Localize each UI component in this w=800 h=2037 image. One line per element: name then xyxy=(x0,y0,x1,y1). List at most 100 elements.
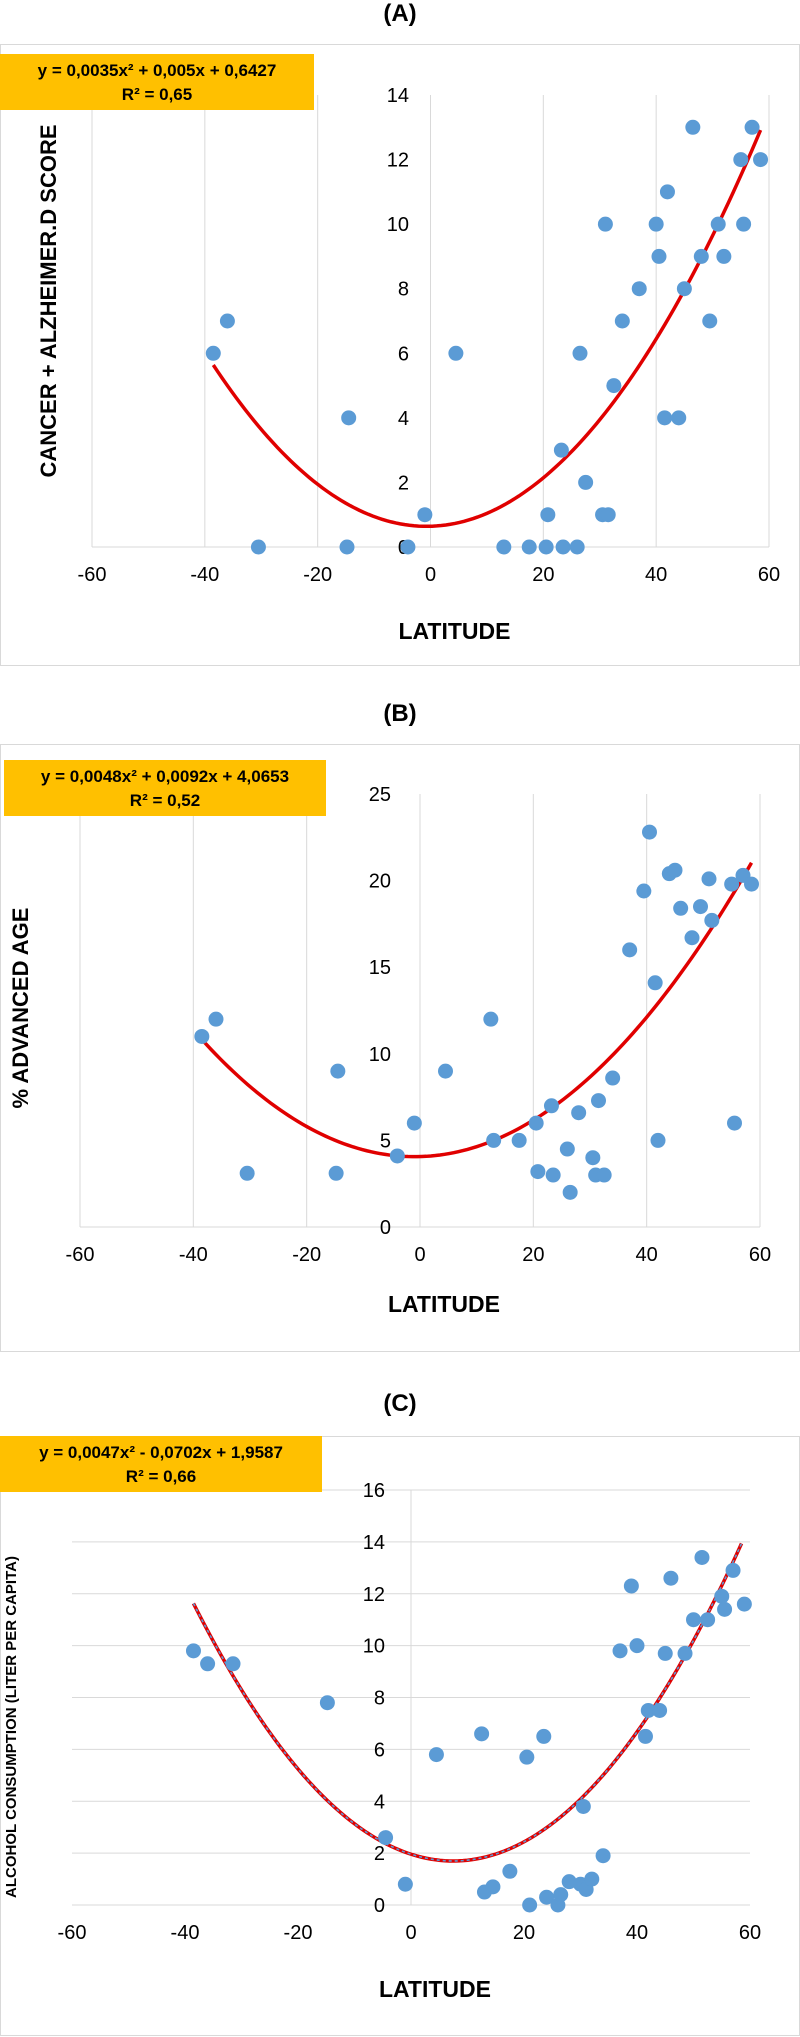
chart-c-x-tick-label: 60 xyxy=(739,1922,761,1944)
chart-a-data-point xyxy=(578,474,594,490)
chart-b-data-point xyxy=(330,1063,346,1079)
chart-b-data-point xyxy=(642,824,657,840)
chart-c-x-tick-label: -40 xyxy=(171,1922,200,1944)
chart-a-data-point xyxy=(606,378,622,394)
chart-a-data-point xyxy=(569,539,585,555)
chart-c-data-point xyxy=(637,1728,653,1744)
chart-a-y-axis-label: CANCER + ALZHEIMER.D SCORE xyxy=(36,124,61,477)
chart-b-data-point xyxy=(704,912,720,928)
chart-b-data-point xyxy=(438,1063,453,1079)
chart-b-data-point xyxy=(389,1148,405,1164)
chart-a-trendline xyxy=(211,129,763,529)
chart-a-data-point xyxy=(555,539,571,555)
chart-c-data-point xyxy=(553,1887,569,1903)
chart-a-x-tick-label: 40 xyxy=(645,564,667,586)
chart-a-data-point xyxy=(339,539,355,555)
panel-a-frame xyxy=(0,44,800,666)
chart-c-data-point xyxy=(700,1612,716,1628)
chart-b-data-point xyxy=(545,1167,561,1183)
chart-b-x-tick-label: -60 xyxy=(66,1244,95,1266)
chart-b-trendline xyxy=(200,861,754,1159)
chart-c-equation-box xyxy=(0,1436,322,1492)
chart-a-data-point xyxy=(676,281,692,297)
chart-c-data-point xyxy=(629,1638,645,1654)
chart-b-data-point xyxy=(636,883,652,899)
chart-b-data-point xyxy=(562,1184,578,1200)
panel-a-title: (A) xyxy=(383,0,417,27)
chart-c-data-point xyxy=(539,1889,555,1905)
chart-a-equation-box xyxy=(0,54,314,110)
chart-b-x-tick-label: -40 xyxy=(179,1244,208,1266)
chart-c-trendline-dash xyxy=(192,1543,743,1862)
chart-b-data-point xyxy=(530,1164,546,1180)
chart-c-data-point xyxy=(502,1863,518,1879)
chart-c-data-point xyxy=(485,1879,501,1895)
chart-c-data-point xyxy=(714,1588,730,1604)
chart-b-y-tick-label: 20 xyxy=(369,871,391,893)
chart-b-data-point xyxy=(724,876,740,892)
chart-b-data-point xyxy=(667,862,683,878)
chart-c-data-point xyxy=(584,1871,600,1887)
chart-b-data-point xyxy=(622,942,638,958)
chart-b-y-tick-label: 5 xyxy=(380,1130,391,1152)
chart-c-x-tick-label: -60 xyxy=(58,1922,87,1944)
chart-c-x-tick-label: -20 xyxy=(284,1922,313,1944)
chart-a-data-point xyxy=(631,281,647,297)
chart-a-r-squared: R² = 0,65 xyxy=(122,85,192,104)
chart-c: -60 -40 -20 0 20 40 60 0 2 4 6 8 10 12 14 16 LATITUDE ALC… xyxy=(0,1436,761,2002)
chart-a-data-point xyxy=(572,345,588,361)
chart-a-data-point xyxy=(597,216,613,232)
chart-a-data-point xyxy=(693,248,709,264)
chart-c-y-axis-label: ALCOHOL CONSUMPTION (LITER PER CAPITA) xyxy=(3,1556,20,1898)
chart-b-y-tick-label: 0 xyxy=(380,1217,391,1239)
chart-a-equation: y = 0,0035x² + 0,005x + 0,6427 xyxy=(38,61,277,80)
chart-a-data-point xyxy=(651,248,667,264)
chart-b-data-point xyxy=(585,1150,601,1166)
chart-b-data-point xyxy=(596,1167,612,1183)
chart-a-data-point xyxy=(496,539,512,555)
chart-b-x-tick-label: 40 xyxy=(636,1244,658,1266)
chart-a-x-axis-label: LATITUDE xyxy=(398,618,510,644)
chart-b-equation: y = 0,0048x² + 0,0092x + 4,0653 xyxy=(41,767,289,786)
chart-a-y-tick-label: 6 xyxy=(398,343,409,365)
chart-c-data-point xyxy=(612,1643,628,1659)
chart-c-y-tick-label: 4 xyxy=(374,1791,385,1813)
chart-a-data-point xyxy=(400,539,416,555)
chart-c-data-point xyxy=(677,1645,693,1661)
panel-c-title: (C) xyxy=(383,1390,417,1417)
chart-a-data-point xyxy=(614,313,630,329)
chart-a-data-point xyxy=(648,216,664,232)
chart-c-x-tick-label: 0 xyxy=(405,1922,416,1944)
chart-a-y-tick-label: 10 xyxy=(387,214,409,236)
chart-c-data-point xyxy=(725,1562,741,1578)
chart-b-x-tick-label: 0 xyxy=(414,1244,425,1266)
chart-b-data-point xyxy=(528,1115,544,1131)
chart-b-data-point xyxy=(511,1132,527,1148)
chart-c-data-point xyxy=(595,1848,611,1864)
chart-c-data-point xyxy=(378,1830,394,1846)
chart-b-data-point xyxy=(239,1165,255,1181)
chart-a-data-point xyxy=(736,216,752,232)
chart-a-data-point xyxy=(600,507,616,523)
chart-c-data-point xyxy=(575,1798,591,1814)
chart-a-data-point xyxy=(753,152,769,168)
chart-a-y-tick-label: 12 xyxy=(387,150,409,172)
chart-b-data-point xyxy=(744,876,759,892)
chart-b-data-point xyxy=(591,1093,606,1109)
chart-b-data-point xyxy=(605,1070,621,1086)
chart-a-data-point xyxy=(657,410,673,426)
chart-b-data-point xyxy=(328,1165,344,1181)
chart-c-r-squared: R² = 0,66 xyxy=(126,1467,196,1486)
chart-b-data-point xyxy=(650,1132,666,1148)
chart-b-data-point xyxy=(486,1132,502,1148)
chart-a-x-tick-label: 20 xyxy=(532,564,554,586)
chart-b-data-point xyxy=(684,930,700,946)
chart-b-x-tick-label: 60 xyxy=(749,1244,771,1266)
chart-b-data-point xyxy=(647,975,663,991)
chart-c-data-point xyxy=(623,1578,639,1594)
chart-a-data-point xyxy=(671,410,687,426)
chart-a-y-tick-label: 4 xyxy=(398,408,409,430)
chart-b-data-point xyxy=(194,1028,210,1044)
chart-c-data-point xyxy=(319,1695,335,1711)
chart-a-data-point xyxy=(702,313,718,329)
